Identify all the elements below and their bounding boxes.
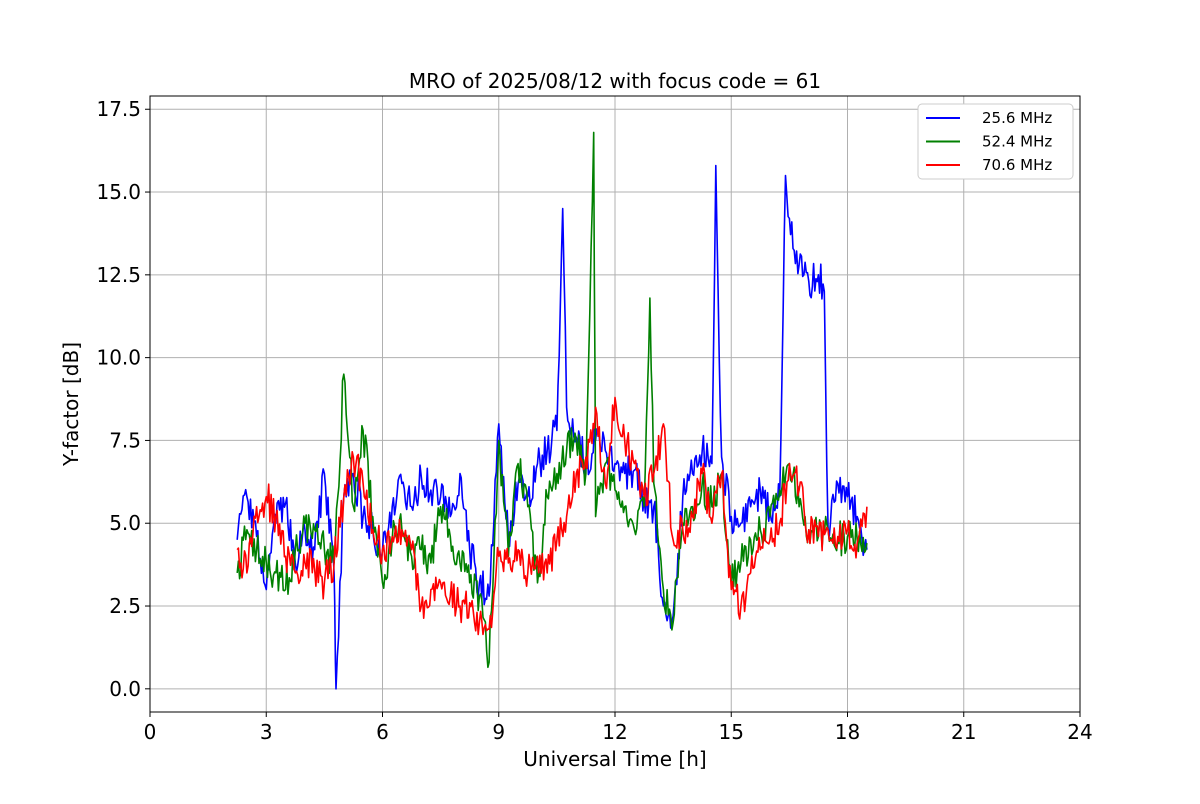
x-tick-label: 12 [602,720,627,744]
x-tick-label: 15 [719,720,744,744]
x-tick-label: 6 [376,720,389,744]
y-tick-label: 2.5 [109,594,141,618]
x-tick-label: 0 [144,720,157,744]
legend-label: 25.6 MHz [982,109,1052,127]
legend-label: 52.4 MHz [982,133,1052,151]
y-tick-label: 10.0 [96,346,141,370]
plot-lines [236,131,868,690]
y-tick-label: 17.5 [96,97,141,121]
y-tick-label: 5.0 [109,511,141,535]
x-tick-label: 24 [1067,720,1092,744]
legend-box [917,103,1074,180]
x-tick-label: 3 [260,720,273,744]
legend-label: 70.6 MHz [982,156,1052,174]
x-axis-label: Universal Time [h] [523,747,706,771]
series-line [236,164,868,690]
x-tick-label: 9 [492,720,505,744]
y-axis: 0.0 2.5 5.0 7.5 10.0 12.5 15.0 17.5 [96,97,150,701]
chart-title: MRO of 2025/08/12 with focus code = 61 [409,69,821,93]
x-tick-label: 21 [951,720,976,744]
y-tick-label: 0.0 [109,677,141,701]
y-axis-label: Y-factor [dB] [59,342,83,467]
x-tick-label: 18 [835,720,860,744]
y-tick-label: 12.5 [96,263,141,287]
y-tick-label: 7.5 [109,428,141,452]
series-line [236,131,868,669]
legend: 25.6 MHz 52.4 MHz 70.6 MHz [917,103,1074,180]
y-tick-label: 15.0 [96,180,141,204]
series-line [236,396,868,636]
x-axis: 0 3 6 9 12 15 18 21 24 [144,712,1093,744]
